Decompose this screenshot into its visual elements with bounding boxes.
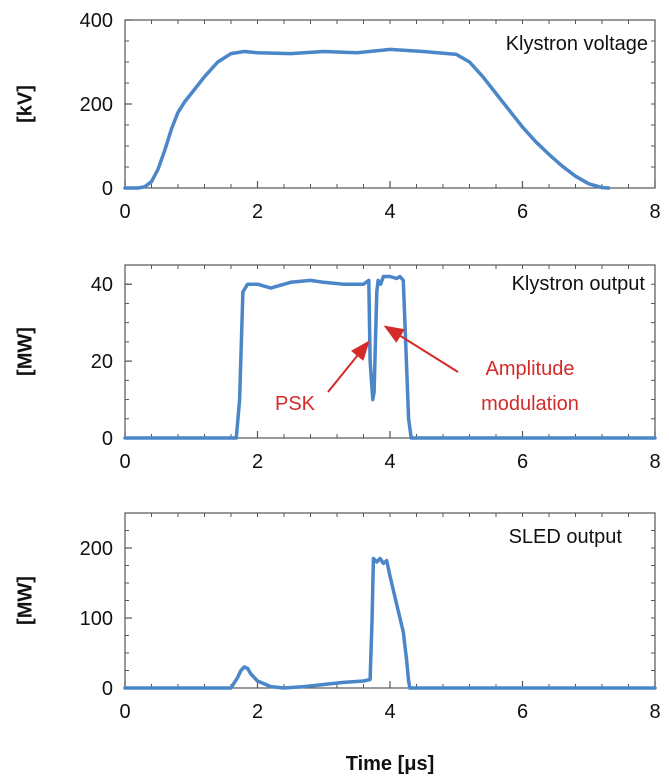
panel-2-x-tick-label: 6 (517, 451, 528, 473)
panel-2-y-axis-label: [MW] (14, 327, 36, 376)
panel-3-x-tick-label: 6 (517, 701, 528, 723)
panel-3-x-tick-label: 8 (649, 701, 660, 723)
panel-3-y-tick-label: 200 (80, 538, 113, 560)
panel-2-y-tick-label: 20 (91, 351, 113, 373)
panel-1-x-tick-label: 8 (649, 201, 660, 223)
panel-1-y-tick-label: 200 (80, 94, 113, 116)
amplitude-annotation: Amplitude (486, 358, 575, 380)
panel-2-title: Klystron output (512, 273, 646, 295)
panel-3-y-tick-label: 0 (102, 678, 113, 700)
panel-3-series-line (123, 556, 657, 690)
panel-3-x-axis-label: Time [μs] (346, 753, 435, 775)
panel-1-x-tick-label: 2 (252, 201, 263, 223)
panel-1-y-tick-label: 0 (102, 178, 113, 200)
panel-3-y-axis-label: [MW] (14, 576, 36, 625)
panel-3-x-tick-label: 2 (252, 701, 263, 723)
panel-1-x-tick-label: 6 (517, 201, 528, 223)
panel-2-series-line (123, 274, 657, 440)
panel-1-y-axis-label: [kV] (14, 85, 36, 123)
panel-2-x-tick-label: 0 (119, 451, 130, 473)
panel-1-y-tick-label: 400 (80, 10, 113, 32)
panel-2-y-tick-label: 0 (102, 428, 113, 450)
panel-1-title: Klystron voltage (506, 33, 648, 55)
panel-2-y-tick-label: 40 (91, 274, 113, 296)
panel-1-x-tick-label: 4 (384, 201, 395, 223)
panel-1-x-tick-label: 0 (119, 201, 130, 223)
psk-arrow (327, 340, 370, 393)
panel-3-y-tick-label: 100 (80, 608, 113, 630)
panel-1-series-line (123, 47, 611, 190)
panel-3-x-tick-label: 0 (119, 701, 130, 723)
panel-2-x-tick-label: 4 (384, 451, 395, 473)
panel-3-x-tick-label: 4 (384, 701, 395, 723)
panel-2-x-tick-label: 2 (252, 451, 263, 473)
panel-3-title: SLED output (509, 526, 623, 548)
psk-annotation: PSK (275, 393, 316, 415)
modulation-annotation: modulation (481, 393, 579, 415)
amplitude-arrow (383, 325, 459, 373)
panel-2-x-tick-label: 8 (649, 451, 660, 473)
